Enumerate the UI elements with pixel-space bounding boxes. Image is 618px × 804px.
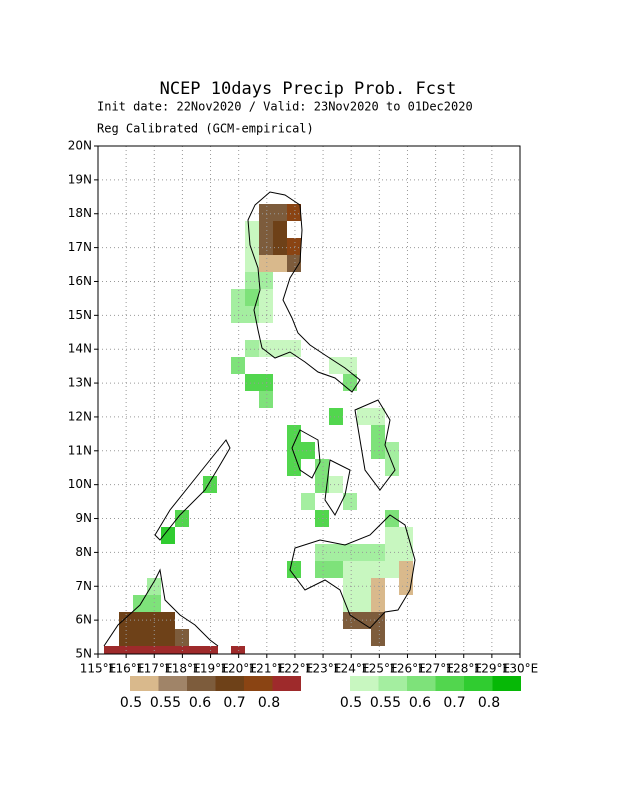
legend-swatch [215, 676, 244, 691]
y-tick-label: 14N [68, 342, 92, 356]
x-tick-label: 116°E [108, 662, 145, 676]
legend-label: 0.7 [443, 695, 465, 711]
title: NCEP 10days Precip Prob. Fcst [160, 79, 457, 99]
x-tick-label: 122°E [277, 662, 314, 676]
y-tick-label: 11N [68, 443, 92, 457]
x-tick-label: 121°E [249, 662, 286, 676]
legend-swatch [187, 676, 216, 691]
y-tick-label: 6N [75, 613, 92, 627]
legend-swatch [378, 676, 407, 691]
x-tick-label: 118°E [164, 662, 201, 676]
x-tick-label: 130°E [502, 662, 539, 676]
legend-swatch [350, 676, 379, 691]
legend-label: 0.6 [189, 695, 211, 711]
y-tick-label: 8N [75, 545, 92, 559]
y-tick-label: 18N [68, 206, 92, 220]
legend: 0.5 0.55 0.6 0.7 0.8 0.5 0.55 0.6 0.7 0.8 [120, 676, 521, 711]
legend-label: 0.5 [340, 695, 362, 711]
x-tick-label: 117°E [136, 662, 173, 676]
legend-swatch [464, 676, 493, 691]
x-tick-label: 124°E [333, 662, 370, 676]
y-tick-label: 20N [68, 139, 92, 153]
legend-swatch [244, 676, 273, 691]
x-tick-label: 127°E [417, 662, 454, 676]
legend-swatch [407, 676, 436, 691]
y-tick-label: 17N [68, 240, 92, 254]
y-tick-label: 9N [75, 511, 92, 525]
y-tick-label: 5N [75, 647, 92, 661]
y-tick-label: 13N [68, 376, 92, 390]
x-tick-label: 120°E [220, 662, 257, 676]
legend-swatch [130, 676, 159, 691]
x-tick-label: 123°E [305, 662, 342, 676]
x-tick-label: 129°E [474, 662, 511, 676]
y-tick-label: 12N [68, 409, 92, 423]
plot-frame [97, 145, 521, 655]
legend-label: 0.55 [150, 695, 181, 711]
x-tick-label: 125°E [361, 662, 398, 676]
legend-label: 0.8 [258, 695, 280, 711]
x-tick-label: 115°E [80, 662, 117, 676]
legend-label: 0.6 [409, 695, 431, 711]
coastlines [103, 191, 416, 647]
x-tick-label: 119°E [192, 662, 229, 676]
legend-swatch [158, 676, 187, 691]
legend-label: 0.7 [223, 695, 245, 711]
y-tick-label: 7N [75, 579, 92, 593]
legend-swatch [435, 676, 464, 691]
x-tick-label: 126°E [389, 662, 426, 676]
legend-swatch [492, 676, 521, 691]
legend-swatch [272, 676, 301, 691]
y-tick-label: 10N [68, 477, 92, 491]
y-tick-label: 15N [68, 308, 92, 322]
calib-line: Reg Calibrated (GCM-empirical) [97, 122, 314, 136]
init-line: Init date: 22Nov2020 / Valid: 23Nov2020 … [97, 100, 473, 114]
legend-label: 0.5 [120, 695, 142, 711]
legend-label: 0.55 [370, 695, 401, 711]
legend-label: 0.8 [478, 695, 500, 711]
x-tick-label: 128°E [445, 662, 482, 676]
y-tick-label: 16N [68, 274, 92, 288]
y-tick-label: 19N [68, 172, 92, 186]
grid [97, 145, 521, 655]
